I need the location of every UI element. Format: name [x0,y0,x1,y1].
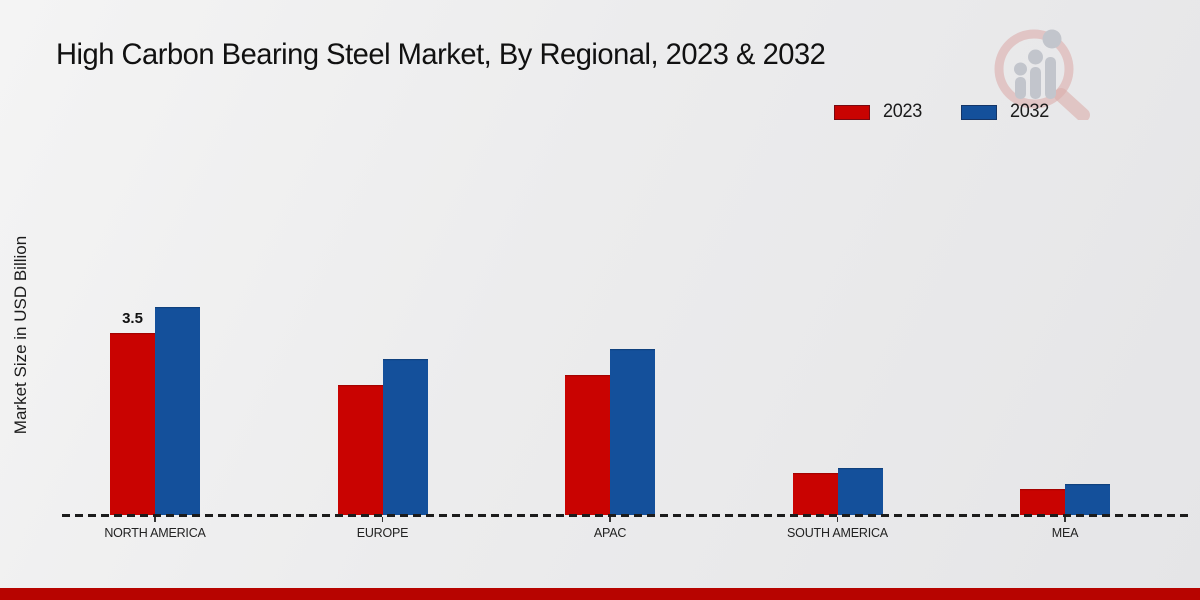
bar-2032-mea [1065,484,1110,515]
axis-tick-mea [1064,517,1066,522]
bar-2023-north-america [110,333,155,515]
legend-swatch-2023 [833,104,870,120]
category-label-europe: EUROPE [356,526,409,540]
y-axis-title: Market Size in USD Billion [11,235,30,435]
bar-value-label-north-america: 3.5 [122,310,143,327]
legend: 2023 2032 [833,101,1050,123]
chart-title: High Carbon Bearing Steel Market, By Reg… [56,38,826,71]
legend-item-2023: 2023 [833,101,923,123]
magnifier-bar-chart-logo-icon [994,29,1090,120]
bar-2032-south-america [837,468,883,515]
bar-2032-north-america [155,307,200,515]
axis-tick-europe [381,517,384,522]
legend-label-2032: 2032 [1009,101,1049,122]
bar-2023-mea [1020,489,1065,515]
axis-tick-south-america [836,517,839,522]
bar-2023-europe [337,385,383,515]
x-axis-baseline [62,514,1190,517]
category-label-mea: MEA [1051,526,1079,540]
bar-2032-apac [610,349,655,515]
category-label-apac: APAC [593,526,627,540]
legend-label-2023: 2023 [882,101,922,122]
axis-tick-apac [609,517,611,522]
bar-2023-south-america [792,473,838,515]
legend-item-2032: 2032 [960,101,1050,123]
category-label-north-america: NORTH AMERICA [104,526,206,540]
bar-2023-apac [565,375,610,515]
bar-2032-europe [382,359,428,515]
axis-tick-north-america [154,517,156,522]
legend-swatch-2032 [960,104,997,120]
footer-accent-bar [0,588,1200,600]
category-label-south-america: SOUTH AMERICA [787,526,888,540]
